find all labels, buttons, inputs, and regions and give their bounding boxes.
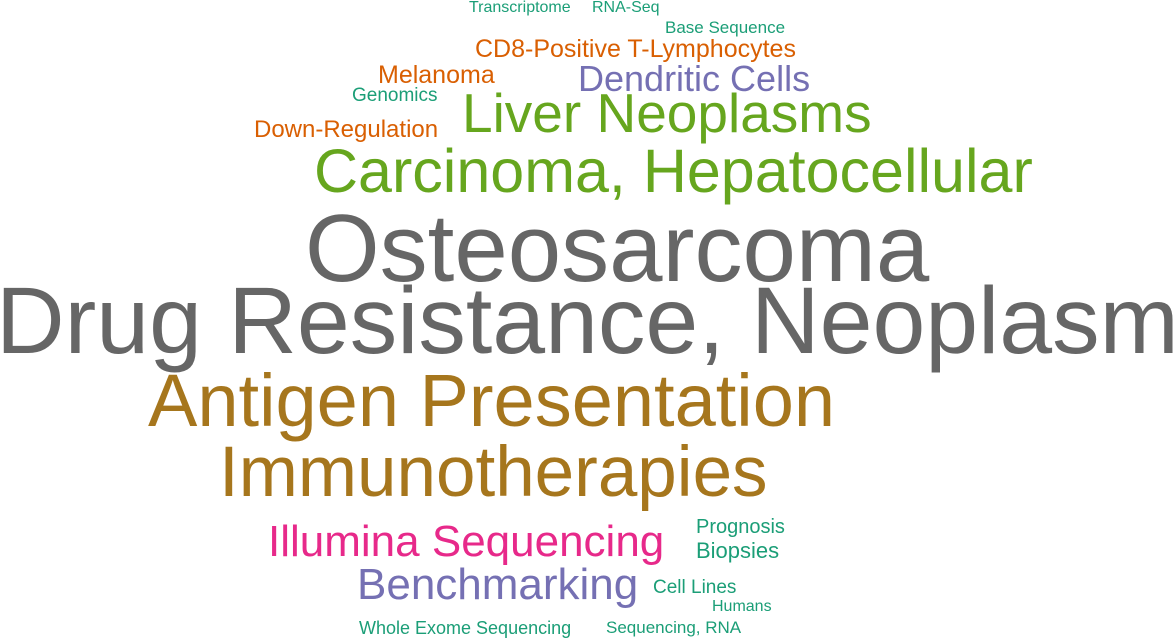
word-down-regulation: Down-Regulation: [254, 116, 439, 143]
word-transcriptome: Transcriptome: [469, 0, 571, 16]
word-whole-exome-sequencing: Whole Exome Sequencing: [359, 618, 572, 638]
word-carcinoma-hepatocellular: Carcinoma, Hepatocellular: [314, 137, 1033, 205]
word-dendritic-cells: Dendritic Cells: [578, 58, 811, 99]
word-antigen-presentation: Antigen Presentation: [148, 359, 836, 442]
word-benchmarking: Benchmarking: [357, 560, 639, 609]
word-sequencing-rna: Sequencing, RNA: [606, 618, 742, 637]
word-cell-lines: Cell Lines: [653, 577, 737, 598]
word-osteosarcoma: Osteosarcoma: [305, 195, 930, 302]
word-rna-seq: RNA-Seq: [592, 0, 660, 16]
word-cd8-positive-t-lymphocytes: CD8-Positive T-Lymphocytes: [475, 35, 796, 63]
word-base-sequence: Base Sequence: [665, 18, 786, 37]
word-immunotherapies: Immunotherapies: [219, 433, 768, 512]
word-drug-resistance-neoplasm: Drug Resistance, Neoplasm: [0, 268, 1175, 374]
word-melanoma: Melanoma: [378, 61, 495, 89]
word-biopsies: Biopsies: [696, 538, 780, 563]
word-liver-neoplasms: Liver Neoplasms: [462, 82, 872, 144]
word-illumina-sequencing: Illumina Sequencing: [268, 517, 665, 566]
word-genomics: Genomics: [352, 85, 438, 106]
word-prognosis: Prognosis: [696, 516, 785, 538]
word-humans: Humans: [712, 598, 772, 615]
